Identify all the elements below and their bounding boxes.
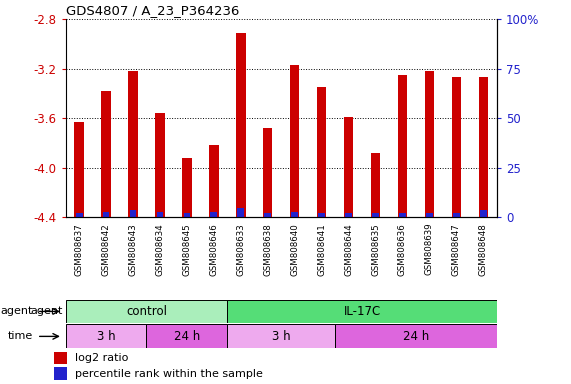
Text: percentile rank within the sample: percentile rank within the sample bbox=[75, 369, 263, 379]
Bar bbox=[263, 128, 272, 217]
Text: control: control bbox=[126, 305, 167, 318]
Bar bbox=[128, 71, 138, 217]
Bar bbox=[147, 324, 227, 348]
Text: GSM808643: GSM808643 bbox=[128, 223, 138, 276]
Bar bbox=[238, 208, 244, 217]
Bar bbox=[345, 214, 352, 217]
Bar bbox=[103, 212, 110, 217]
Text: GSM808644: GSM808644 bbox=[344, 223, 353, 276]
Bar bbox=[211, 212, 217, 217]
Text: IL-17C: IL-17C bbox=[343, 305, 381, 318]
Bar bbox=[399, 214, 406, 217]
Bar bbox=[372, 214, 379, 217]
Text: GSM808645: GSM808645 bbox=[182, 223, 191, 276]
Bar bbox=[156, 212, 163, 217]
Bar bbox=[478, 77, 488, 217]
Bar bbox=[66, 300, 227, 323]
Bar bbox=[318, 214, 325, 217]
Bar bbox=[209, 145, 219, 217]
Text: GSM808634: GSM808634 bbox=[155, 223, 164, 276]
Bar bbox=[425, 71, 434, 217]
Bar bbox=[182, 158, 192, 217]
Bar bbox=[335, 324, 497, 348]
Text: 24 h: 24 h bbox=[174, 330, 200, 343]
Text: GSM808639: GSM808639 bbox=[425, 223, 434, 275]
Bar bbox=[426, 214, 433, 217]
Bar bbox=[291, 212, 298, 217]
Text: GSM808647: GSM808647 bbox=[452, 223, 461, 276]
Bar bbox=[183, 214, 190, 217]
Text: GSM808635: GSM808635 bbox=[371, 223, 380, 276]
Bar bbox=[453, 214, 460, 217]
Bar bbox=[236, 33, 246, 217]
Text: GSM808636: GSM808636 bbox=[398, 223, 407, 276]
Text: GSM808637: GSM808637 bbox=[75, 223, 83, 276]
Bar bbox=[66, 324, 147, 348]
Text: GSM808633: GSM808633 bbox=[236, 223, 246, 276]
Bar bbox=[290, 65, 299, 217]
Bar bbox=[452, 77, 461, 217]
Text: 24 h: 24 h bbox=[403, 330, 429, 343]
Bar bbox=[227, 324, 335, 348]
Text: GDS4807 / A_23_P364236: GDS4807 / A_23_P364236 bbox=[66, 3, 239, 17]
Text: GSM808641: GSM808641 bbox=[317, 223, 326, 276]
Text: agent: agent bbox=[1, 306, 33, 316]
Text: GSM808642: GSM808642 bbox=[102, 223, 111, 276]
Bar bbox=[54, 352, 67, 364]
Bar bbox=[102, 91, 111, 217]
Text: GSM808638: GSM808638 bbox=[263, 223, 272, 276]
Bar bbox=[371, 153, 380, 217]
Text: log2 ratio: log2 ratio bbox=[75, 353, 128, 363]
Text: GSM808646: GSM808646 bbox=[210, 223, 218, 276]
Bar bbox=[54, 367, 67, 380]
Bar bbox=[130, 210, 136, 217]
Bar bbox=[227, 300, 497, 323]
Text: GSM808648: GSM808648 bbox=[479, 223, 488, 276]
Bar bbox=[398, 75, 407, 217]
Text: GSM808640: GSM808640 bbox=[290, 223, 299, 276]
Text: 3 h: 3 h bbox=[272, 330, 291, 343]
Bar bbox=[76, 214, 82, 217]
Bar bbox=[264, 214, 271, 217]
Bar bbox=[317, 87, 327, 217]
Text: time: time bbox=[8, 331, 33, 341]
Bar bbox=[480, 210, 486, 217]
Bar bbox=[74, 122, 84, 217]
Bar bbox=[155, 113, 164, 217]
Text: agent: agent bbox=[30, 306, 63, 316]
Bar bbox=[344, 117, 353, 217]
Text: 3 h: 3 h bbox=[96, 330, 115, 343]
